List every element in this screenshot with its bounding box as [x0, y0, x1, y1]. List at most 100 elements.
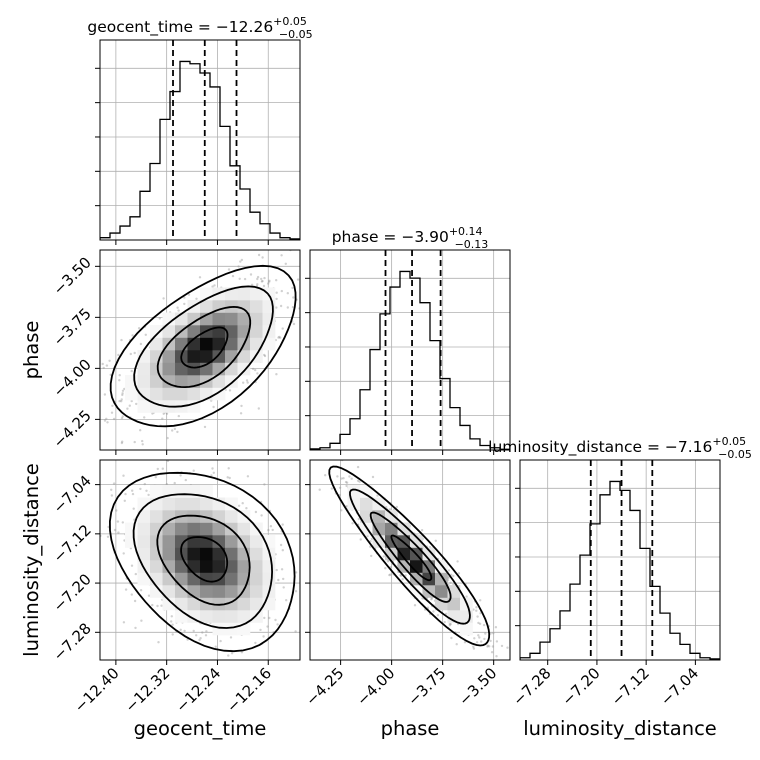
density-cell: [150, 375, 163, 388]
histogram-step-geocent_time: [100, 60, 300, 240]
y-tick-label: −7.12: [50, 521, 95, 566]
scatter-point: [340, 509, 343, 512]
x-tick-label: −12.40: [71, 664, 123, 716]
scatter-point: [476, 615, 479, 618]
contour-line: [180, 326, 229, 369]
scatter-point: [278, 335, 281, 339]
scatter-point: [154, 476, 157, 479]
density-cell: [447, 597, 461, 611]
scatter-point: [165, 412, 169, 415]
density-cell: [225, 572, 238, 586]
x-tick-label: −12.16: [223, 664, 275, 716]
scatter-point: [426, 606, 430, 609]
scatter-point: [176, 306, 179, 309]
scatter-point: [447, 569, 451, 572]
scatter-point: [135, 402, 138, 406]
density-cell: [225, 585, 238, 598]
scatter-point: [229, 636, 233, 639]
axes-frame: [99, 39, 301, 241]
scatter-point: [110, 494, 114, 497]
scatter-point: [103, 393, 107, 396]
axes-frame: [99, 459, 301, 661]
scatter-point: [131, 489, 134, 492]
scatter-point: [490, 651, 494, 654]
scatter-point: [450, 636, 453, 640]
density-cell: [150, 560, 163, 573]
scatter-point: [179, 628, 182, 631]
axes-frame: [99, 249, 301, 451]
density-cell: [187, 522, 201, 536]
scatter-point: [105, 364, 109, 367]
density-cell: [225, 622, 238, 636]
scatter-point: [141, 443, 144, 446]
scatter-point: [286, 292, 289, 295]
scatter-point: [382, 555, 385, 558]
scatter-point: [484, 632, 487, 635]
scatter-point: [143, 416, 146, 419]
scatter-point: [171, 623, 174, 626]
scatter-point: [147, 493, 150, 497]
y-axis-label-phase: phase: [20, 321, 43, 380]
contour-line: [328, 465, 491, 647]
scatter-point: [434, 539, 437, 542]
scatter-point: [286, 687, 288, 689]
scatter-point: [280, 254, 283, 257]
scatter-point: [205, 630, 208, 633]
scatter-point: [291, 305, 295, 309]
scatter-point: [495, 655, 498, 658]
scatter-point: [187, 293, 191, 296]
density-cell: [175, 337, 188, 351]
scatter-point: [345, 484, 348, 488]
density-cell: [200, 560, 213, 573]
scatter-point: [479, 612, 482, 615]
x-tick-label: −7.28: [509, 664, 554, 709]
scatter-point: [131, 492, 135, 496]
x-axis-label-phase: phase: [381, 717, 440, 740]
scatter-point: [260, 514, 263, 517]
density-cell: [237, 312, 251, 326]
scatter-point: [256, 275, 260, 279]
scatter-point: [203, 425, 207, 429]
scatter-point: [475, 609, 478, 612]
scatter-point: [199, 637, 202, 640]
density-cell: [137, 572, 151, 586]
histogram-panel-luminosity_distance: luminosity_distance = −7.16+0.05 −0.05: [488, 435, 752, 665]
scatter-point: [348, 475, 351, 478]
density-panel-phase-luminosity_distance: −4.25 −4.00 −3.75 −3.50: [302, 459, 511, 709]
y-tick-label: −7.04: [50, 472, 95, 517]
scatter-point: [263, 276, 266, 280]
density-cell: [200, 547, 213, 561]
panel-title-luminosity_distance: luminosity_distance = −7.16+0.05 −0.05: [488, 435, 752, 461]
density-cell: [175, 522, 188, 536]
scatter-point: [280, 568, 284, 571]
density-cell: [137, 375, 151, 388]
scatter-point: [323, 251, 325, 253]
scatter-point: [213, 284, 216, 287]
density-cell: [200, 485, 213, 498]
density-cell: [150, 325, 163, 338]
x-tick-label: −7.04: [657, 664, 702, 709]
contour-line: [156, 514, 251, 606]
scatter-point: [246, 475, 250, 478]
scatter-point: [369, 540, 372, 543]
scatter-point: [275, 291, 278, 294]
scatter-point: [183, 302, 186, 306]
x-tick-label: −4.00: [353, 664, 398, 709]
scatter-point: [161, 467, 164, 470]
density-cell: [225, 362, 238, 376]
scatter-point: [124, 588, 128, 591]
scatter-point: [371, 475, 375, 479]
density-cell: [187, 325, 201, 338]
density-cell: [237, 560, 251, 573]
y-axis-label-luminosity_distance: luminosity_distance: [20, 463, 43, 657]
scatter-point: [158, 317, 161, 320]
scatter-point: [118, 374, 121, 377]
scatter-point: [158, 453, 160, 455]
scatter-point: [275, 306, 278, 309]
contour-line: [349, 488, 471, 625]
density-cell: [162, 535, 176, 548]
scatter-point: [113, 528, 117, 532]
scatter-point: [120, 400, 123, 403]
scatter-point: [477, 621, 480, 625]
scatter-point: [121, 521, 124, 524]
